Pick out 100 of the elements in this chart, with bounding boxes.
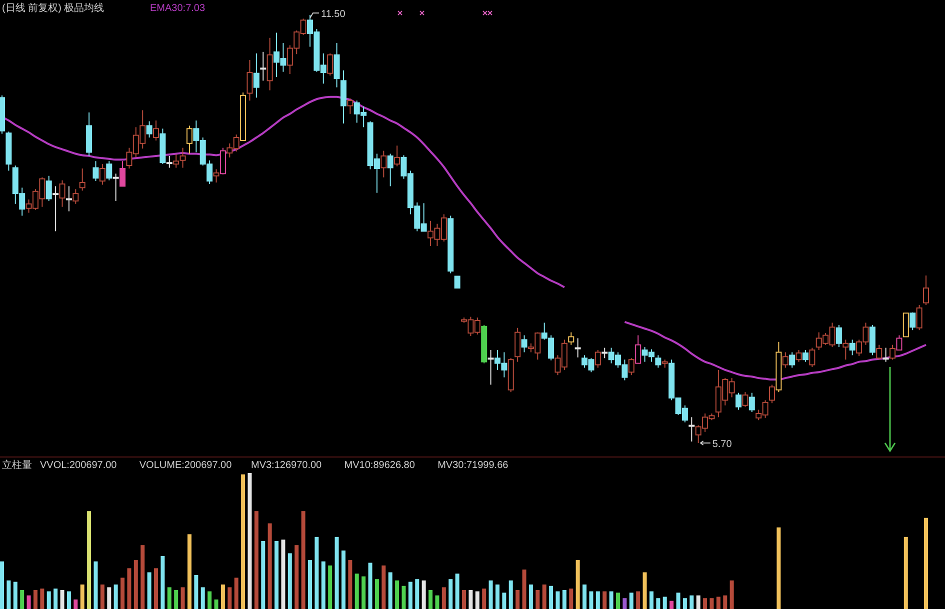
candlestick: [387, 153, 394, 187]
bar: [703, 598, 708, 609]
bar: [274, 541, 279, 609]
candlestick: [568, 332, 574, 346]
candlestick: [736, 392, 742, 410]
bar: [214, 599, 218, 609]
annotation: 11.50: [321, 9, 346, 20]
bar: [328, 565, 332, 609]
bar: [482, 588, 486, 609]
candlestick: [916, 304, 922, 331]
candlestick: [106, 160, 112, 181]
bar: [6, 580, 11, 609]
bar: [87, 511, 92, 609]
candlestick: [882, 347, 889, 362]
bar: [516, 590, 520, 609]
candlestick: [688, 416, 695, 442]
candlestick: [923, 274, 929, 306]
bar: [508, 580, 513, 609]
bar: [502, 592, 506, 609]
bar: [261, 541, 266, 609]
candlestick: [120, 160, 126, 187]
bar: [402, 586, 406, 609]
bar: [46, 591, 51, 609]
bar: [66, 591, 71, 609]
candlestick: [394, 145, 400, 167]
bar: [33, 590, 38, 609]
bar: [294, 545, 299, 609]
candlestick: [52, 186, 59, 232]
bar: [160, 556, 165, 609]
bar: [308, 560, 312, 609]
bar: [609, 591, 614, 609]
candlestick: [99, 164, 106, 186]
bar: [54, 588, 58, 609]
bar: [40, 588, 44, 609]
bar: [174, 590, 178, 609]
bar: [649, 591, 654, 609]
bar: [26, 595, 31, 609]
bar: [254, 511, 258, 609]
candlestick: [186, 125, 192, 154]
bar: [388, 572, 392, 609]
bar: [589, 591, 594, 609]
candlestick: [910, 312, 916, 331]
candlestick: [334, 42, 340, 88]
candlestick: [166, 155, 172, 168]
bar: [94, 561, 98, 609]
bar: [114, 584, 118, 609]
bar: [382, 565, 386, 609]
candlestick: [488, 350, 494, 386]
bar: [549, 586, 554, 609]
candlestick: [748, 392, 755, 413]
bar: [556, 591, 560, 609]
candlestick: [789, 352, 796, 368]
text: MV10:89626.80: [344, 460, 416, 471]
candlestick: [246, 60, 253, 102]
candlestick: [574, 338, 581, 358]
bar: [134, 560, 138, 609]
bar: [415, 579, 420, 609]
candlestick: [594, 350, 601, 368]
bar: [13, 582, 18, 609]
candlestick: [849, 339, 856, 356]
candlestick: [796, 350, 802, 362]
bar: [468, 590, 473, 609]
bar: [676, 592, 680, 609]
bar: [776, 527, 781, 609]
bar: [629, 592, 634, 609]
candlestick: [842, 339, 849, 360]
bar: [200, 587, 205, 609]
bar: [662, 596, 667, 609]
candlestick: [46, 175, 52, 202]
chart-title: 立柱量: [2, 459, 32, 471]
candlestick: [521, 334, 528, 353]
chart-title: (日线 前复权) 极品均线: [2, 2, 104, 14]
bar: [60, 590, 64, 609]
bar: [234, 578, 238, 609]
bar: [348, 560, 352, 609]
bar: [582, 584, 587, 609]
bar: [341, 550, 346, 609]
bar: [248, 473, 252, 609]
bar: [495, 584, 500, 609]
candlestick: [742, 392, 748, 408]
candlestick: [602, 347, 608, 359]
bar: [696, 595, 700, 609]
bar: [154, 568, 158, 609]
bar: [622, 598, 627, 609]
bar: [716, 596, 720, 609]
bar: [408, 582, 412, 609]
bar: [455, 574, 460, 609]
candlestick: [380, 150, 387, 178]
text: VVOL:200697.00: [40, 460, 118, 471]
bar: [147, 572, 152, 609]
bar: [314, 536, 319, 609]
bar: [670, 600, 674, 609]
bar: [542, 584, 546, 609]
candlestick: [66, 186, 72, 212]
candlestick: [902, 312, 909, 338]
candlestick: [146, 120, 152, 138]
candlestick: [72, 188, 79, 204]
bar: [602, 591, 607, 609]
candlestick: [59, 180, 66, 208]
candlestick: [454, 276, 460, 289]
